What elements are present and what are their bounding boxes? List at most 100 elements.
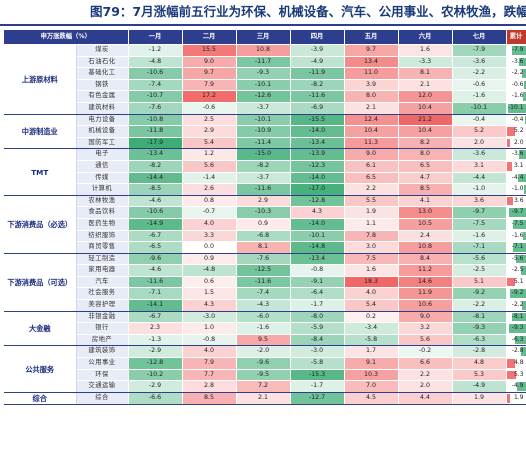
cumulative-cell: -4.4 — [506, 172, 526, 185]
group-label: 下游消费品（可选） — [4, 253, 77, 312]
return-cell: -9.3 — [236, 67, 291, 80]
group-label: 综合 — [4, 392, 77, 405]
return-cell: -5.8 — [290, 357, 345, 370]
table-row: 机械设备 -11.8 2.9 -10.9 -14.0 10.4 10.4 5.2 5.2 — [4, 125, 526, 138]
return-cell: 7.7 — [182, 369, 237, 382]
return-cell: -14.4 — [128, 172, 183, 185]
return-cell: -17.9 — [128, 137, 183, 150]
cumulative-bar — [514, 335, 526, 345]
return-cell: 7.9 — [182, 79, 237, 92]
return-cell: -14.0 — [290, 125, 345, 138]
cumulative-value: 3.1 — [513, 161, 524, 169]
industry-label: 煤炭 — [76, 44, 129, 57]
header-month: 六月 — [398, 30, 453, 45]
return-cell: -11.6 — [128, 276, 183, 289]
return-cell: -1.4 — [182, 172, 237, 185]
industry-label: 国防军工 — [76, 137, 129, 150]
cumulative-cell: -3.6 — [506, 148, 526, 161]
cumulative-value: 5.2 — [513, 127, 524, 135]
return-cell: -10.1 — [290, 230, 345, 243]
group-label: TMT — [4, 148, 77, 196]
return-cell: -12.6 — [236, 90, 291, 103]
cumulative-bar — [522, 231, 526, 241]
return-cell: -1.7 — [290, 380, 345, 393]
cumulative-cell: -6.3 — [506, 334, 526, 347]
return-cell: 7.2 — [236, 380, 291, 393]
industry-label: 综合 — [76, 392, 129, 405]
header-row: 申万涨跌幅（%） 一月 二月 三月 四月 五月 六月 七月 累计 — [4, 30, 526, 45]
cumulative-bar — [506, 138, 510, 148]
cumulative-value: -6.3 — [511, 335, 524, 343]
cumulative-value: -1.6 — [511, 92, 524, 100]
return-cell: 7.0 — [344, 380, 399, 393]
industry-label: 食品饮料 — [76, 206, 129, 219]
table-row: 钢铁 -7.4 7.9 -10.1 -8.2 3.9 2.1 -0.6 -0.6 — [4, 79, 526, 92]
cumulative-bar — [523, 185, 526, 194]
return-cell: 8.4 — [398, 253, 453, 266]
industry-label: 环保 — [76, 369, 129, 382]
return-cell: -0.6 — [182, 102, 237, 115]
cumulative-value: -10.1 — [507, 103, 524, 111]
return-cell: 1.7 — [344, 345, 399, 359]
return-cell: -5.9 — [290, 322, 345, 335]
cumulative-value: -9.2 — [511, 289, 524, 297]
return-cell: 17.2 — [182, 90, 237, 103]
industry-label: 家用电器 — [76, 264, 129, 277]
header-month: 三月 — [236, 30, 291, 45]
return-cell: -10.1 — [236, 114, 291, 127]
cumulative-cell: -0.6 — [506, 79, 526, 92]
industry-label: 计算机 — [76, 183, 129, 196]
return-cell: -7.4 — [128, 79, 183, 92]
header-label: 申万涨跌幅（%） — [4, 30, 129, 45]
cumulative-bar — [508, 208, 526, 217]
return-cell: -15.5 — [290, 114, 345, 127]
return-cell: -3.0 — [290, 345, 345, 359]
return-cell: -14.0 — [290, 172, 345, 185]
cumulative-value: -8.1 — [511, 312, 524, 320]
header-month: 五月 — [344, 30, 399, 45]
industry-label: 轻工制造 — [76, 253, 129, 266]
industry-label: 纺织服饰 — [76, 230, 129, 243]
return-cell: 4.5 — [344, 392, 399, 405]
return-cell: 14.6 — [398, 276, 453, 289]
table-row: 公用事业 -12.8 7.9 -9.6 -5.8 9.1 6.6 4.8 4.8 — [4, 357, 526, 370]
return-cell: -3.6 — [452, 56, 507, 69]
cumulative-bar — [515, 254, 526, 264]
return-cell: -8.2 — [290, 79, 345, 92]
return-cell: 5.6 — [182, 160, 237, 173]
cumulative-cell: -9.2 — [506, 287, 526, 301]
cumulative-bar — [506, 127, 516, 136]
return-cell: 2.8 — [182, 380, 237, 393]
return-cell: -2.9 — [128, 380, 183, 393]
table-row: 家用电器 -4.6 -4.8 -12.5 -0.8 1.6 11.2 -2.5 -2.5 — [4, 264, 526, 277]
return-cell: 3.6 — [452, 195, 507, 208]
return-cell: 2.5 — [182, 114, 237, 127]
table-row: 石油石化 -4.8 9.0 -11.7 -4.9 13.4 -3.3 -3.6 -3.6 — [4, 56, 526, 69]
return-cell: -10.7 — [128, 90, 183, 103]
table-row: 纺织服饰 -6.7 3.3 -6.8 -10.1 7.8 2.4 -1.6 -1.6 — [4, 230, 526, 243]
industry-label: 石油石化 — [76, 56, 129, 69]
return-cell: 4.0 — [182, 218, 237, 231]
return-cell: -10.1 — [452, 102, 507, 115]
industry-label: 基础化工 — [76, 67, 129, 80]
return-cell: -2.0 — [236, 345, 291, 359]
return-cell: 0.9 — [236, 218, 291, 231]
cumulative-value: -2.5 — [511, 266, 524, 274]
return-cell: 9.0 — [344, 148, 399, 161]
return-cell: 11.0 — [344, 67, 399, 80]
return-cell: 21.2 — [398, 114, 453, 127]
return-cell: -5.6 — [452, 253, 507, 266]
return-cell: -8.0 — [290, 311, 345, 324]
return-cell: -1.3 — [128, 334, 183, 347]
return-cell: -7.5 — [452, 218, 507, 231]
cumulative-value: -1.6 — [511, 231, 524, 239]
cumulative-value: 1.9 — [513, 394, 524, 402]
return-cell: -1.2 — [128, 44, 183, 57]
cumulative-value: -5.6 — [511, 254, 524, 262]
industry-label: 汽车 — [76, 276, 129, 289]
return-cell: -4.9 — [290, 56, 345, 69]
table-row: 计算机 -8.5 2.6 -11.6 -17.0 2.2 8.5 -1.0 -1.0 — [4, 183, 526, 196]
return-cell: 8.2 — [398, 137, 453, 150]
return-cell: 4.3 — [290, 206, 345, 219]
return-cell: 4.7 — [398, 172, 453, 185]
